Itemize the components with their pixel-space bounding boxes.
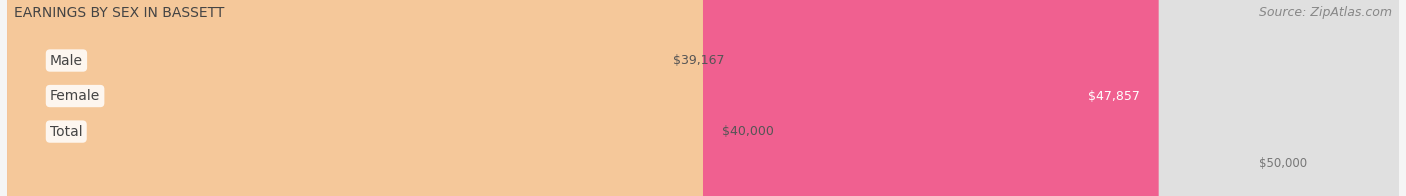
Text: $47,857: $47,857 [1088,90,1140,103]
FancyBboxPatch shape [7,0,1159,196]
Text: Female: Female [51,89,100,103]
FancyBboxPatch shape [7,0,1399,196]
FancyBboxPatch shape [7,0,1399,196]
FancyBboxPatch shape [7,0,655,196]
Text: EARNINGS BY SEX IN BASSETT: EARNINGS BY SEX IN BASSETT [14,6,225,20]
Text: $40,000: $40,000 [721,125,773,138]
Text: Source: ZipAtlas.com: Source: ZipAtlas.com [1258,6,1392,19]
Text: Total: Total [51,125,83,139]
FancyBboxPatch shape [7,0,1399,196]
FancyBboxPatch shape [7,0,703,196]
Text: $39,167: $39,167 [673,54,724,67]
Text: Male: Male [51,54,83,67]
